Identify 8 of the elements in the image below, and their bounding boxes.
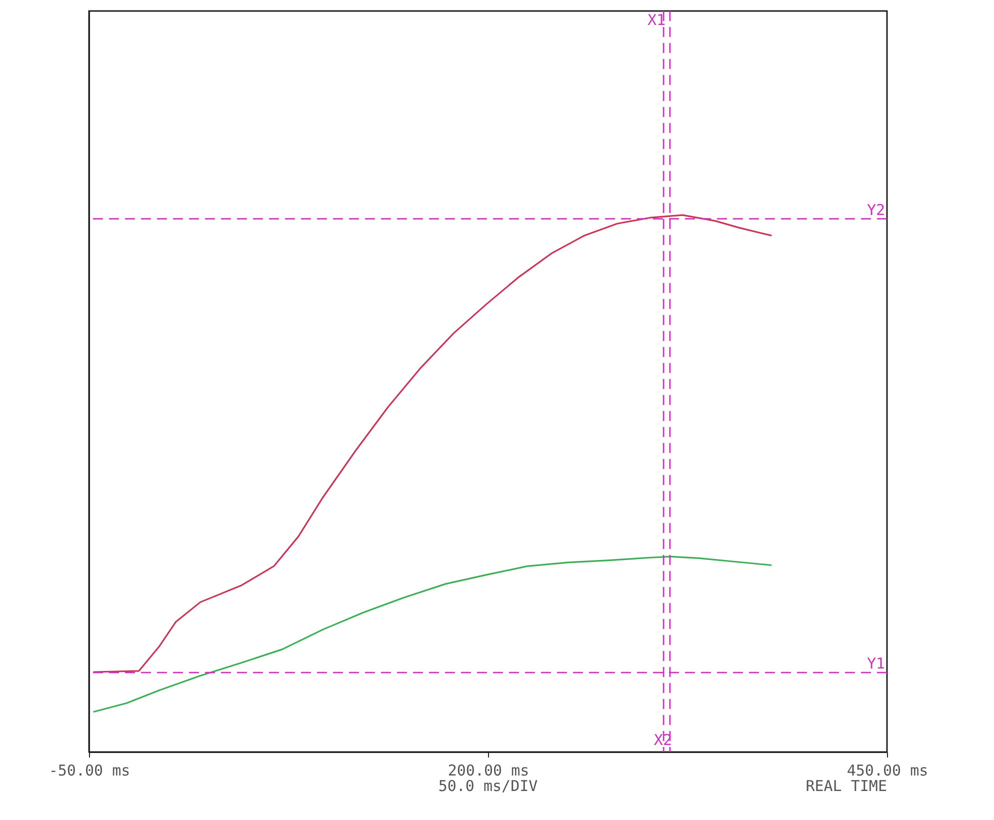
ref-line-label: Y2: [866, 200, 885, 219]
x-tick-label: -50.00 ms: [48, 762, 130, 780]
text: 50.0 ms/DIV: [438, 777, 538, 795]
x-tick-label: 200.00 ms: [448, 762, 530, 780]
ref-line-label: X1: [648, 11, 666, 29]
ref-line-label: Y1: [866, 654, 885, 673]
x-tick-label: 450.00 ms: [846, 762, 928, 780]
text: REAL TIME: [806, 777, 887, 795]
